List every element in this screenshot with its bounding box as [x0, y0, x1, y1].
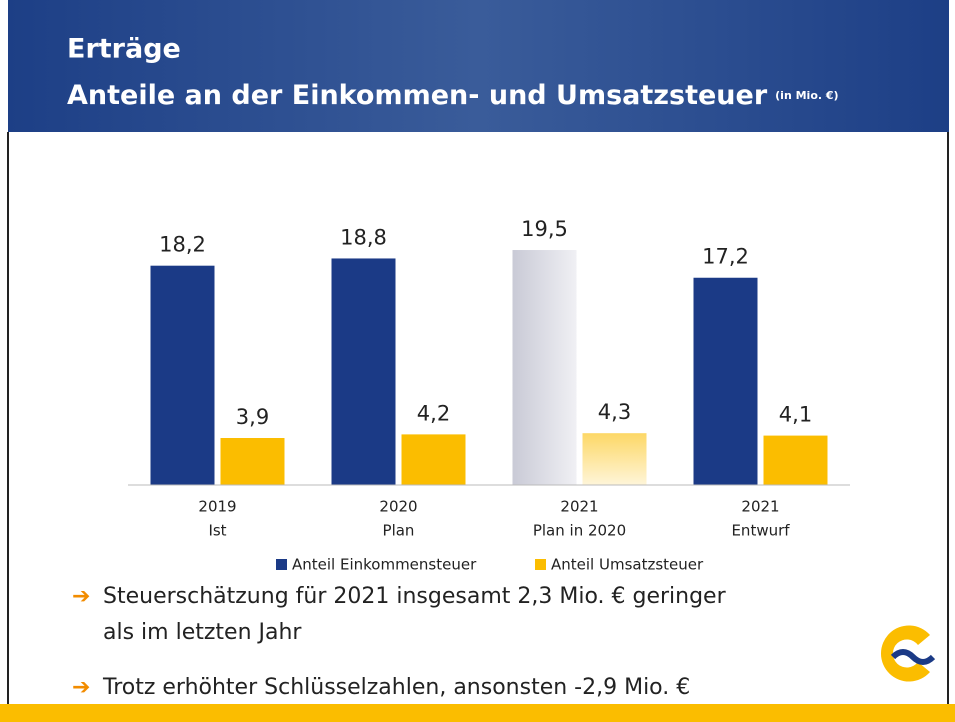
x-tick-label: 2020 — [379, 498, 417, 516]
value-label: 18,2 — [159, 233, 206, 257]
legend-swatch — [535, 559, 546, 570]
value-label: 19,5 — [521, 217, 568, 241]
bullet-arrow: ➔ — [72, 675, 90, 700]
legend-label: Anteil Umsatzsteuer — [551, 556, 704, 574]
legend-label: Anteil Einkommensteuer — [292, 556, 477, 574]
x-tick-label: 2019 — [198, 498, 236, 516]
legend-swatch — [276, 559, 287, 570]
value-label: 4,3 — [598, 400, 631, 424]
bar — [693, 277, 758, 485]
bullet-text: als im letzten Jahr — [103, 620, 302, 645]
bullet-arrow: ➔ — [72, 584, 90, 609]
bar — [331, 258, 396, 485]
x-tick-label: Entwurf — [731, 522, 790, 540]
slide-subtitle: Anteile an der Einkommen- und Umsatzsteu… — [67, 80, 839, 111]
bar — [582, 433, 647, 485]
bullet-text: Steuerschätzung für 2021 insgesamt 2,3 M… — [103, 584, 727, 609]
header-band — [8, 0, 949, 132]
x-tick-label: Ist — [208, 522, 226, 540]
value-label: 4,2 — [417, 401, 450, 425]
bar — [150, 265, 215, 485]
bar — [401, 434, 466, 485]
x-tick-label: Plan in 2020 — [533, 522, 626, 540]
value-label: 4,1 — [779, 403, 812, 427]
value-label: 18,8 — [340, 225, 387, 249]
slide-title: Erträge — [67, 34, 181, 65]
bullet-text: Trotz erhöhter Schlüsselzahlen, ansonste… — [102, 675, 690, 700]
value-label: 17,2 — [702, 245, 749, 269]
footer-band — [0, 704, 955, 722]
subtitle-text: Anteile an der Einkommen- und Umsatzsteu… — [67, 80, 768, 111]
x-tick-label: 2021 — [741, 498, 779, 516]
bar — [763, 435, 828, 485]
unit-note: (in Mio. €) — [775, 89, 838, 102]
bar — [220, 438, 285, 485]
bar — [512, 250, 577, 485]
logo — [880, 625, 936, 682]
x-tick-label: Plan — [383, 522, 415, 540]
value-label: 3,9 — [236, 405, 269, 429]
x-tick-label: 2021 — [560, 498, 598, 516]
